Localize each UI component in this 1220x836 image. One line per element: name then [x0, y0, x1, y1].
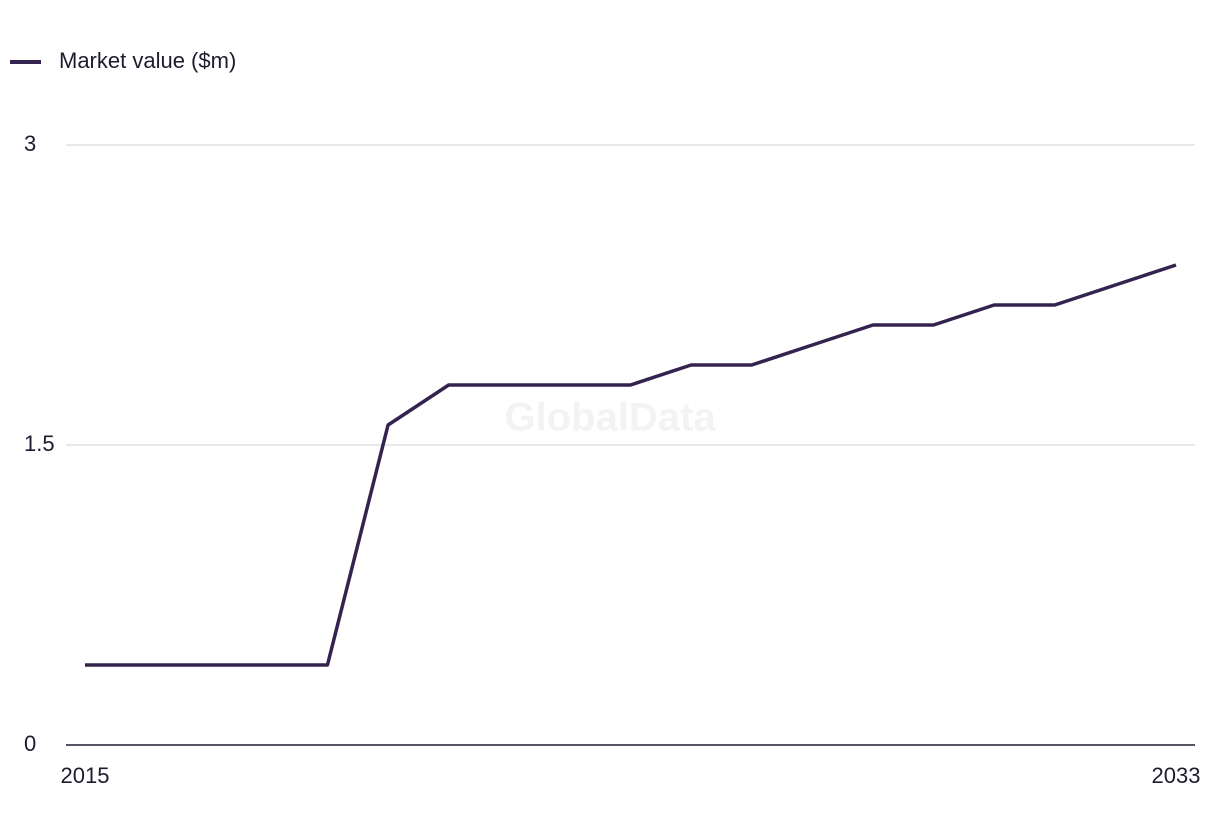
- line-series: [85, 263, 1177, 667]
- y-tick-label: 1.5: [24, 431, 55, 456]
- watermark: GlobalData: [504, 396, 716, 440]
- y-tick-label: 0: [24, 731, 36, 756]
- y-tick-label: 3: [24, 131, 36, 156]
- legend-label: Market value ($m): [59, 48, 236, 73]
- x-tick-label: 2015: [61, 763, 110, 788]
- x-tick-label: 2033: [1152, 763, 1201, 788]
